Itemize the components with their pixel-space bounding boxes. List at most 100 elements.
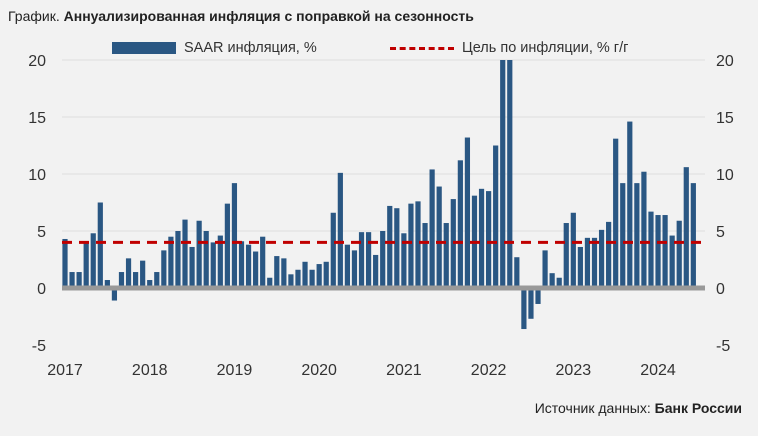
bar bbox=[231, 183, 238, 288]
legend-label-saar: SAAR инфляция, % bbox=[184, 40, 317, 56]
x-tick-label: 2019 bbox=[217, 362, 253, 379]
bar bbox=[281, 258, 287, 288]
bar bbox=[358, 232, 365, 288]
x-tick-label: 2020 bbox=[301, 362, 337, 379]
bar bbox=[260, 236, 266, 288]
bar bbox=[422, 223, 428, 288]
bar bbox=[365, 232, 372, 288]
legend-label-target: Цель по инфляции, % г/г bbox=[462, 40, 629, 56]
bar bbox=[90, 233, 96, 288]
bar bbox=[683, 167, 689, 288]
bar bbox=[344, 244, 350, 288]
bar bbox=[584, 237, 591, 288]
bar bbox=[598, 229, 605, 288]
source-label: Источник данных: bbox=[534, 400, 651, 416]
bar bbox=[429, 169, 435, 288]
source-note: Источник данных: Банк России bbox=[535, 400, 742, 416]
y-tick-label-left: 15 bbox=[28, 110, 46, 127]
bar bbox=[224, 203, 230, 288]
bar bbox=[210, 242, 216, 288]
bar bbox=[175, 231, 181, 288]
legend-item-target: Цель по инфляции, % г/г bbox=[390, 40, 628, 56]
bar bbox=[401, 233, 407, 288]
y-tick-label-left: -5 bbox=[32, 338, 46, 355]
legend-item-saar: SAAR инфляция, % bbox=[112, 40, 317, 56]
bar bbox=[189, 246, 195, 288]
x-tick-label: 2018 bbox=[132, 362, 168, 379]
y-tick-label-right: 15 bbox=[716, 110, 734, 127]
bar bbox=[69, 272, 75, 288]
bar bbox=[641, 171, 647, 288]
bar bbox=[478, 188, 485, 288]
bar bbox=[147, 280, 153, 288]
bar bbox=[486, 191, 492, 288]
bar bbox=[634, 183, 640, 288]
bar bbox=[330, 212, 336, 288]
bar bbox=[351, 250, 358, 288]
bar bbox=[662, 215, 668, 288]
bar bbox=[457, 160, 463, 288]
legend-line-swatch bbox=[390, 46, 454, 50]
bar bbox=[627, 121, 633, 288]
bar bbox=[62, 238, 68, 288]
bar bbox=[125, 258, 132, 288]
bar bbox=[570, 212, 576, 288]
bar bbox=[500, 60, 506, 288]
bar bbox=[443, 223, 449, 288]
bar bbox=[140, 260, 146, 288]
bar bbox=[97, 202, 103, 288]
bar bbox=[464, 137, 471, 288]
bar bbox=[493, 145, 499, 288]
bar bbox=[613, 138, 619, 288]
bar bbox=[408, 203, 414, 288]
bar bbox=[676, 220, 682, 288]
title-prefix: График. bbox=[8, 8, 60, 24]
y-tick-label-left: 20 bbox=[28, 53, 46, 70]
bar bbox=[436, 186, 442, 288]
bar bbox=[387, 205, 393, 288]
bar bbox=[415, 201, 421, 288]
bar bbox=[196, 220, 202, 288]
bar bbox=[591, 237, 598, 288]
bar bbox=[76, 272, 82, 288]
bar bbox=[563, 223, 569, 288]
bar bbox=[253, 251, 259, 288]
bar bbox=[669, 235, 675, 288]
bar bbox=[620, 183, 626, 288]
bar bbox=[168, 236, 174, 288]
bar bbox=[245, 244, 252, 288]
bar bbox=[337, 172, 343, 288]
bar bbox=[118, 272, 125, 288]
bar bbox=[104, 280, 110, 288]
bar bbox=[380, 231, 386, 288]
x-tick-label: 2023 bbox=[556, 362, 592, 379]
bar bbox=[514, 257, 520, 288]
bar bbox=[606, 221, 612, 288]
bar bbox=[288, 274, 294, 288]
bar bbox=[267, 277, 273, 288]
bar bbox=[161, 250, 167, 288]
y-tick-label-right: 5 bbox=[716, 224, 725, 241]
y-tick-label-left: 5 bbox=[37, 224, 46, 241]
source-name: Банк России bbox=[654, 400, 742, 416]
y-tick-label-right: -5 bbox=[716, 338, 730, 355]
bar bbox=[528, 288, 534, 319]
x-tick-label: 2021 bbox=[386, 362, 422, 379]
bar bbox=[394, 208, 400, 288]
bar bbox=[521, 288, 527, 330]
bar bbox=[217, 235, 223, 288]
bar bbox=[111, 288, 118, 301]
bar bbox=[542, 250, 548, 288]
title-text: Аннуализированная инфляция с поправкой н… bbox=[63, 8, 474, 24]
bar bbox=[203, 231, 209, 288]
bar bbox=[655, 215, 661, 288]
bar bbox=[309, 269, 315, 288]
x-tick-label: 2024 bbox=[640, 362, 676, 379]
bar bbox=[373, 254, 379, 288]
bar bbox=[648, 211, 654, 288]
bar bbox=[302, 261, 308, 288]
legend-bar-swatch bbox=[112, 42, 176, 54]
bar bbox=[83, 242, 89, 288]
y-tick-label-left: 0 bbox=[37, 281, 46, 298]
